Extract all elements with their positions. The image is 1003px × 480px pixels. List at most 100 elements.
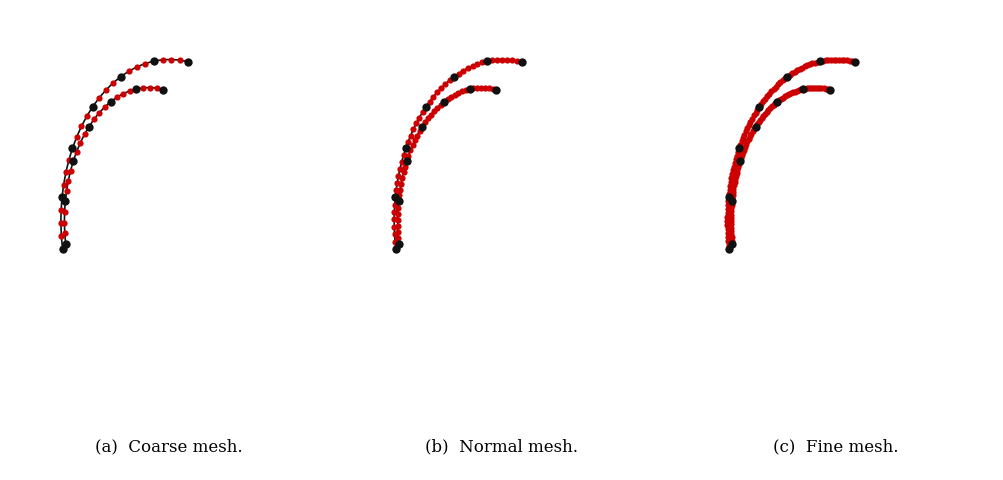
Point	[387, 193, 403, 201]
Point	[804, 84, 820, 92]
Point	[115, 90, 131, 97]
Point	[722, 220, 738, 228]
Point	[816, 57, 832, 64]
Point	[766, 99, 782, 107]
Point	[737, 127, 753, 135]
Point	[778, 92, 794, 99]
Point	[820, 86, 837, 94]
Point	[405, 126, 421, 133]
Point	[61, 156, 77, 164]
Point	[721, 186, 737, 193]
Point	[145, 58, 161, 65]
Point	[57, 240, 73, 248]
Point	[68, 133, 84, 141]
Point	[771, 79, 787, 86]
Point	[726, 159, 742, 167]
Point	[808, 58, 824, 66]
Point	[137, 60, 153, 68]
Point	[56, 219, 72, 227]
Point	[386, 216, 402, 223]
Point	[400, 152, 416, 159]
Point	[781, 71, 797, 79]
Point	[800, 84, 816, 92]
Point	[723, 240, 739, 248]
Point	[723, 234, 739, 241]
Point	[504, 56, 520, 64]
Point	[786, 88, 802, 96]
Point	[720, 245, 736, 252]
Point	[60, 177, 76, 185]
Point	[796, 84, 812, 92]
Point	[386, 201, 402, 209]
Point	[416, 119, 432, 126]
Point	[725, 185, 741, 192]
Point	[750, 103, 766, 110]
Point	[442, 93, 458, 101]
Point	[64, 144, 80, 152]
Point	[722, 230, 738, 238]
Point	[741, 132, 757, 140]
Point	[720, 193, 736, 201]
Point	[53, 219, 69, 227]
Point	[735, 146, 751, 154]
Point	[801, 60, 817, 68]
Text: (c)  Fine mesh.: (c) Fine mesh.	[771, 439, 897, 456]
Point	[744, 128, 760, 135]
Point	[798, 84, 814, 92]
Point	[148, 84, 164, 92]
Point	[98, 86, 114, 94]
Point	[54, 193, 70, 201]
Point	[181, 58, 197, 66]
Point	[155, 86, 172, 94]
Point	[732, 154, 748, 162]
Point	[79, 112, 95, 120]
Point	[776, 93, 792, 100]
Point	[391, 192, 407, 199]
Point	[53, 232, 69, 240]
Point	[719, 213, 735, 221]
Point	[810, 84, 826, 92]
Point	[719, 225, 735, 233]
Point	[719, 221, 735, 229]
Point	[723, 198, 739, 205]
Point	[722, 207, 738, 215]
Point	[62, 167, 78, 175]
Point	[91, 109, 107, 117]
Point	[818, 85, 834, 93]
Point	[472, 84, 488, 91]
Point	[827, 56, 844, 63]
Point	[468, 60, 484, 68]
Point	[737, 140, 753, 148]
Point	[396, 163, 412, 170]
Point	[392, 180, 408, 188]
Point	[480, 84, 496, 92]
Point	[454, 67, 470, 74]
Point	[783, 70, 799, 77]
Point	[729, 163, 745, 171]
Point	[391, 186, 407, 193]
Point	[97, 103, 113, 111]
Point	[802, 84, 818, 92]
Point	[459, 64, 475, 72]
Point	[414, 108, 430, 116]
Point	[719, 233, 735, 241]
Point	[770, 96, 786, 104]
Point	[461, 85, 477, 93]
Point	[756, 110, 772, 118]
Point	[435, 98, 451, 106]
Point	[128, 63, 144, 71]
Point	[441, 76, 457, 84]
Point	[743, 115, 759, 122]
Point	[721, 182, 737, 190]
Point	[484, 85, 500, 93]
Point	[417, 103, 433, 110]
Point	[386, 208, 402, 216]
Point	[741, 118, 757, 125]
Point	[722, 217, 738, 225]
Point	[719, 197, 735, 205]
Point	[404, 142, 420, 149]
Point	[393, 158, 409, 166]
Point	[722, 178, 738, 186]
Text: (a)  Coarse mesh.: (a) Coarse mesh.	[95, 439, 243, 456]
Point	[730, 144, 746, 152]
